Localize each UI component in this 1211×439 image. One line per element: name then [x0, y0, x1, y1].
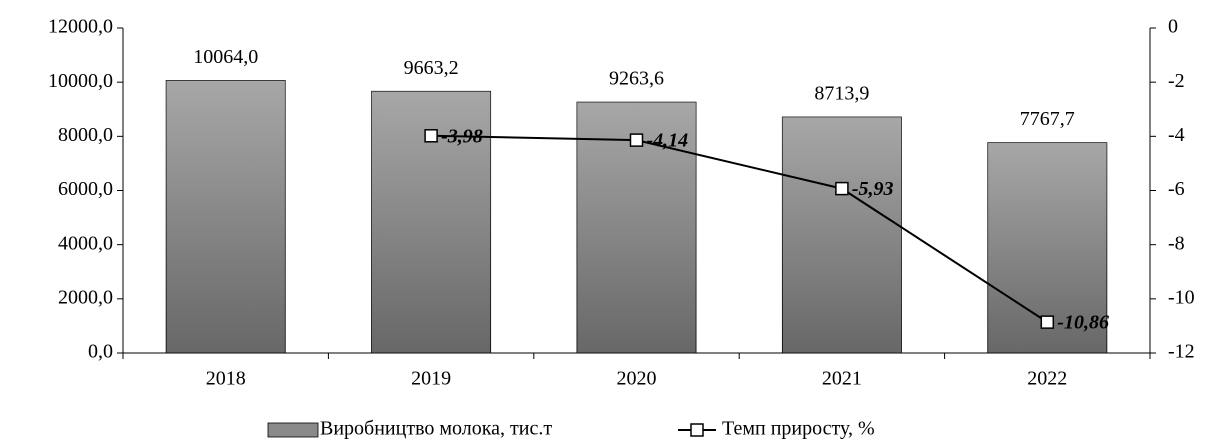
bar-shade [166, 80, 286, 353]
y-tick-label: 0,0 [88, 341, 113, 363]
line-value-label: -5,93 [852, 178, 894, 200]
y2-tick-label: -6 [1168, 178, 1185, 200]
bar-value-label: 9663,2 [404, 57, 459, 79]
y-tick-label: 8000,0 [58, 124, 113, 146]
bar-value-label: 9263,6 [609, 68, 664, 90]
line-value-label: -4,14 [647, 130, 689, 152]
x-tick-label: 2021 [822, 368, 862, 390]
x-tick-label: 2022 [1027, 368, 1067, 390]
y-tick-label: 6000,0 [58, 178, 113, 200]
x-tick-label: 2020 [617, 368, 657, 390]
bar-value-label: 7767,7 [1020, 108, 1075, 130]
y2-tick-label: -10 [1168, 286, 1195, 308]
y2-tick-label: -12 [1168, 341, 1195, 363]
bar-value-label: 8713,9 [814, 83, 869, 105]
line-value-label: -10,86 [1057, 312, 1109, 334]
bar-shade [782, 116, 902, 354]
y2-tick-label: -8 [1168, 232, 1185, 254]
y2-tick-label: 0 [1168, 16, 1178, 38]
y-tick-label: 2000,0 [58, 286, 113, 308]
y-tick-label: 12000,0 [48, 16, 113, 38]
y2-tick-label: -2 [1168, 70, 1185, 92]
legend-label: Темп приросту, % [722, 418, 875, 439]
line-marker [629, 133, 644, 147]
bar-value-label: 10064,0 [193, 46, 258, 68]
legend-swatch [267, 422, 319, 438]
line-value-label: -3,98 [441, 125, 483, 147]
x-tick-label: 2018 [206, 368, 246, 390]
line-marker [1040, 315, 1055, 329]
y2-tick-label: -4 [1168, 124, 1185, 146]
x-tick-label: 2019 [411, 368, 451, 390]
legend-label: Виробництво молока, тис.т [320, 418, 552, 439]
line [431, 134, 1048, 323]
y-tick-label: 10000,0 [48, 70, 113, 92]
legend-marker [690, 423, 704, 437]
line-marker [835, 181, 849, 196]
line-marker [424, 129, 438, 143]
y-tick-label: 4000,0 [58, 232, 113, 254]
